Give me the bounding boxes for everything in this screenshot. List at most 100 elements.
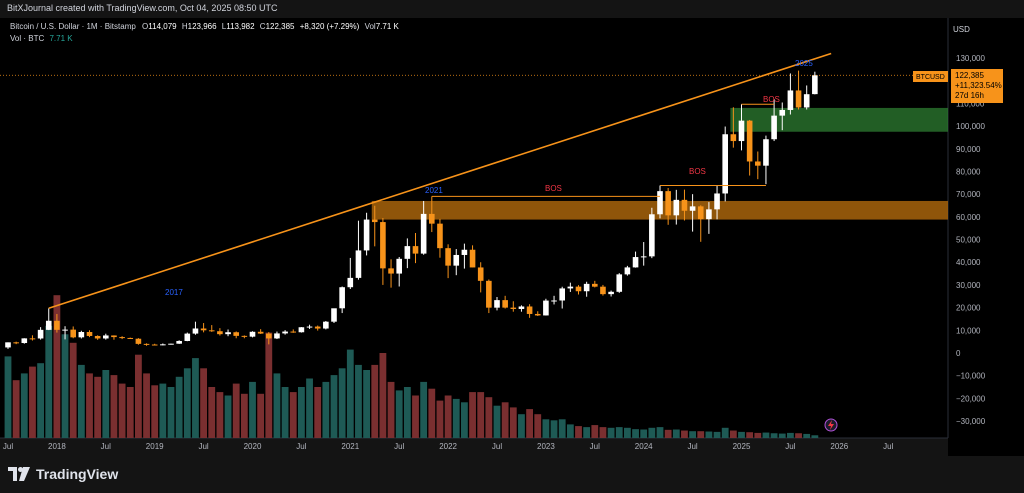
candle-body — [469, 249, 476, 268]
price-tag-price: 122,385 — [955, 71, 984, 80]
candle-body — [502, 300, 508, 308]
volume-bar — [143, 373, 150, 438]
volume-bar — [428, 388, 436, 438]
candle-body — [681, 199, 688, 211]
candle-body — [755, 161, 761, 166]
trendline — [48, 52, 832, 310]
time-tick-label: Jul — [492, 442, 502, 451]
attribution-text: BitXJournal created with TradingView.com… — [7, 3, 278, 13]
volume-bar — [379, 353, 387, 438]
volume-bar — [289, 392, 297, 438]
candle-body — [314, 326, 321, 329]
volume-bar — [20, 373, 28, 438]
candle-body — [151, 344, 158, 346]
candle-body — [738, 120, 745, 142]
candle-body — [575, 286, 582, 292]
volume-bar — [689, 431, 696, 438]
time-tick-label: Jul — [3, 442, 13, 451]
price-tick-label: 60,000 — [956, 213, 981, 222]
time-tick-label: 2023 — [537, 442, 555, 451]
price-tick-label: 90,000 — [956, 145, 981, 154]
candle-body — [706, 209, 712, 220]
volume-bar — [640, 429, 648, 438]
volume-bar — [746, 432, 754, 438]
footer-brand[interactable]: TradingView — [8, 462, 118, 486]
volume-bar — [615, 427, 623, 438]
candle-body — [200, 328, 207, 331]
volume-bar — [754, 432, 762, 438]
candle-body — [388, 268, 394, 274]
price-tick-label: 70,000 — [956, 190, 981, 199]
volume-bar — [110, 375, 118, 438]
label-2021: 2021 — [425, 186, 443, 195]
candle-body — [412, 246, 419, 254]
candle-body — [37, 329, 44, 339]
volume-bar — [403, 387, 411, 438]
volume-bar — [151, 385, 159, 438]
candle-body — [119, 337, 125, 339]
volume-bar — [681, 430, 688, 438]
volume-bar — [811, 435, 819, 438]
volume-bar — [395, 390, 403, 438]
time-axis[interactable]: Jul 2018 Jul 2019 Jul 2020 Jul 2021 Jul 2022 Jul 20… — [3, 442, 894, 451]
symbol-tag-text: BTCUSD — [916, 74, 945, 81]
volume-bar — [705, 431, 713, 438]
volume-bar — [12, 380, 20, 438]
bos-label-2: BOS — [689, 167, 706, 176]
chart-area[interactable]: 130,000120,000110,000100,00090,00080,000… — [0, 18, 1024, 456]
volume-bar — [314, 387, 322, 438]
volume-bar — [672, 429, 680, 438]
candle-body — [143, 343, 150, 345]
volume-bar — [575, 426, 582, 438]
lightning-icon[interactable] — [824, 418, 838, 432]
tradingview-logo-icon — [8, 467, 30, 481]
candle-body — [363, 219, 370, 251]
candle-body — [640, 256, 647, 258]
volume-bar — [469, 392, 476, 438]
candle-body — [21, 338, 28, 344]
volume-bar — [493, 405, 501, 438]
price-tick-label: 0 — [956, 349, 961, 358]
candle-body — [380, 222, 386, 269]
price-tick-label: 80,000 — [956, 167, 981, 176]
candle-body — [608, 291, 614, 295]
candle-body — [518, 306, 525, 309]
candle-body — [730, 134, 737, 142]
currency-label[interactable]: USD — [953, 25, 970, 34]
demand-zone — [730, 107, 948, 132]
volume-bar — [61, 334, 69, 438]
volume-bar — [265, 332, 273, 438]
candle-body — [803, 94, 810, 108]
volume-bar — [29, 366, 36, 438]
price-tag-bg — [951, 69, 1003, 103]
candle-body — [70, 329, 76, 338]
volume-bar — [240, 393, 248, 438]
volume-bar — [330, 375, 338, 438]
price-chart-svg[interactable]: 130,000120,000110,000100,00090,00080,000… — [0, 18, 1024, 456]
volume-bar — [387, 381, 395, 438]
candle-body — [697, 206, 704, 220]
time-tick-label: 2018 — [48, 442, 66, 451]
time-tick-label: Jul — [590, 442, 600, 451]
price-tick-label: −20,000 — [956, 394, 986, 403]
volume-bar — [534, 414, 542, 438]
time-tick-label: Jul — [883, 442, 893, 451]
volume-bar — [770, 433, 778, 438]
volume-bar — [4, 356, 12, 438]
last-price-tag[interactable]: BTCUSD 122,385 +11,323.54% 27d 16h — [913, 69, 1003, 103]
candle-body — [168, 343, 174, 345]
candle-body — [526, 306, 533, 314]
price-tick-label: 50,000 — [956, 236, 981, 245]
time-tick-label: 2024 — [635, 442, 653, 451]
volume-bar — [298, 387, 305, 438]
time-tick-label: 2025 — [733, 442, 751, 451]
candle-body — [86, 332, 93, 336]
volume-bar — [624, 427, 631, 438]
price-tick-label: 40,000 — [956, 258, 981, 267]
volume-bar — [607, 427, 615, 438]
time-tick-label: 2021 — [341, 442, 359, 451]
candle-body — [624, 267, 631, 275]
candle-body — [290, 331, 297, 333]
price-tick-label: −10,000 — [956, 372, 986, 381]
candle-body — [559, 288, 565, 301]
